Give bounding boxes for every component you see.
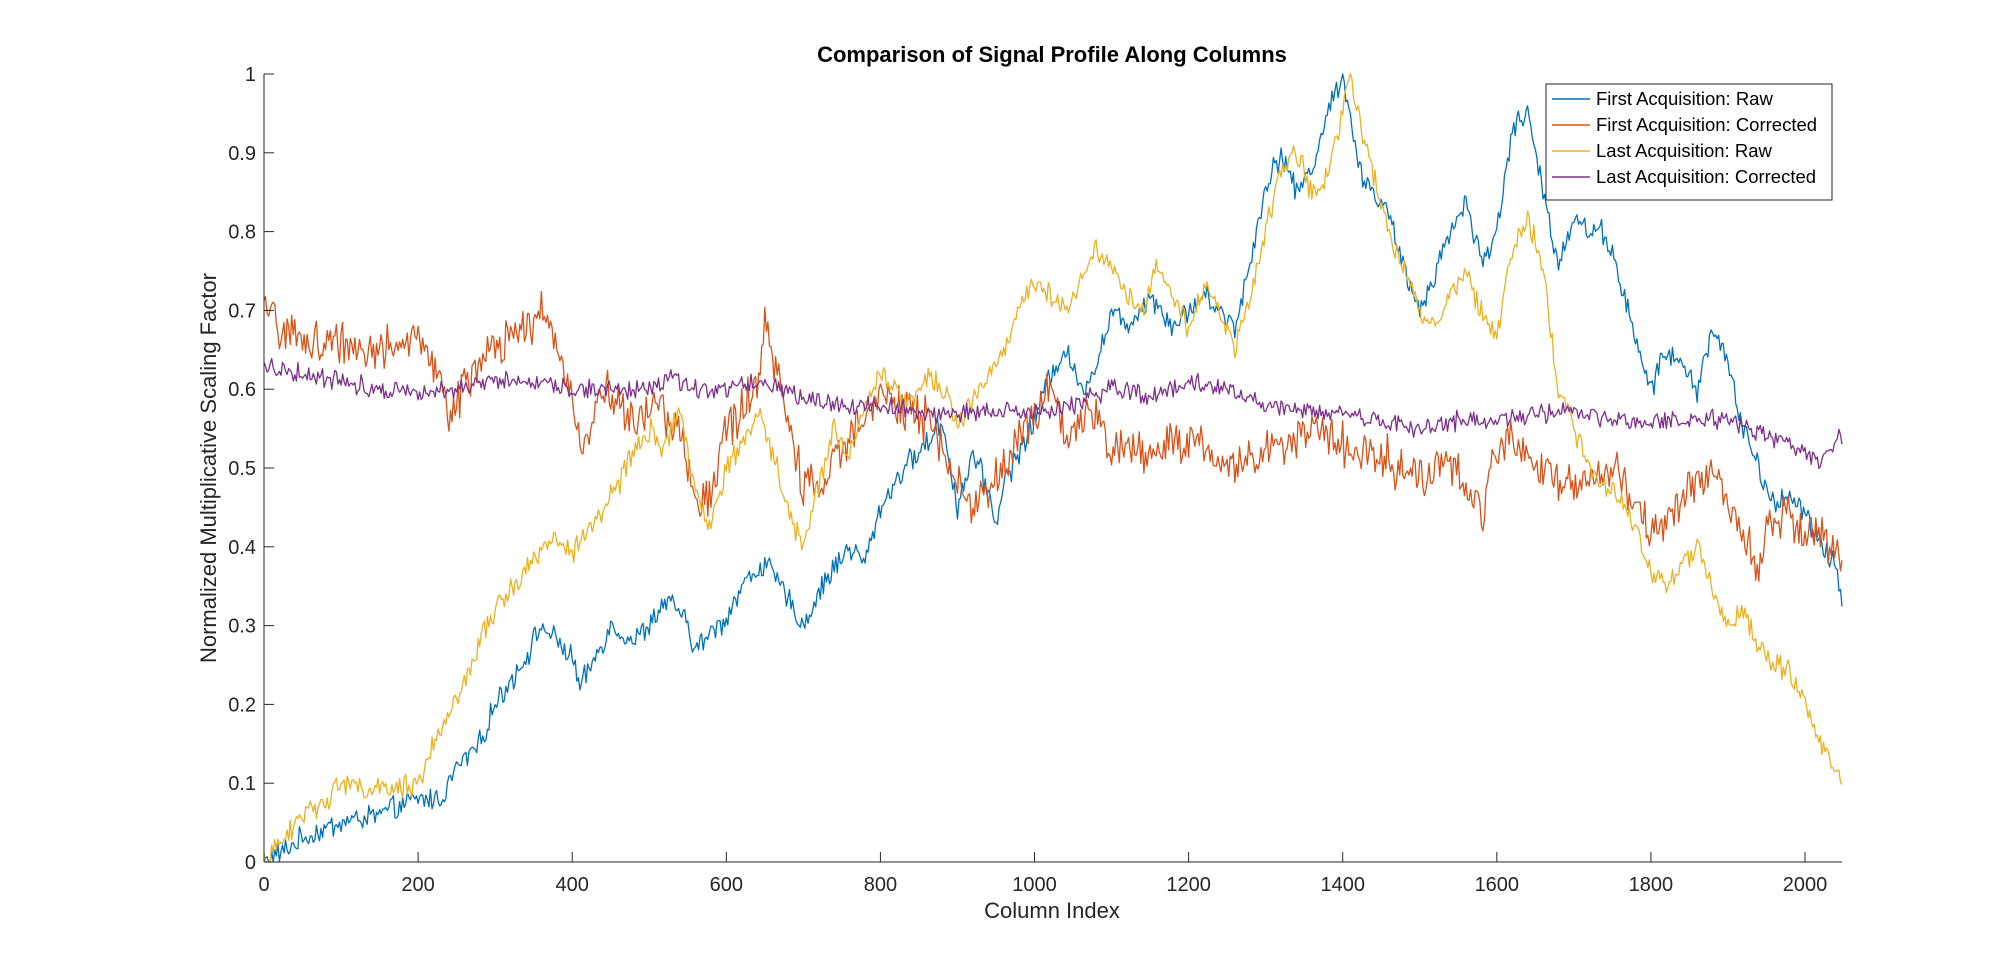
y-tick-label: 0.8 <box>228 222 256 244</box>
chart-title: Comparison of Signal Profile Along Colum… <box>817 42 1287 67</box>
y-tick-label: 0.2 <box>228 694 256 716</box>
y-tick-label: 0.3 <box>228 616 256 638</box>
x-tick-label: 1400 <box>1320 874 1365 896</box>
legend-label: Last Acquisition: Raw <box>1596 140 1772 161</box>
x-axis-title: Column Index <box>984 898 1120 923</box>
series-line-2 <box>263 290 1843 582</box>
y-tick-label: 0.7 <box>228 300 256 322</box>
x-tick-label: 400 <box>556 874 589 896</box>
series-line-3 <box>263 73 1843 863</box>
x-tick-label: 1800 <box>1629 874 1674 896</box>
plot-area <box>264 74 1842 862</box>
x-tick-label: 200 <box>401 874 434 896</box>
y-tick-label: 0.5 <box>228 458 256 480</box>
legend-label: Last Acquisition: Corrected <box>1596 166 1816 187</box>
x-tick-label: 1600 <box>1475 874 1520 896</box>
y-tick-label: 0.9 <box>228 143 256 165</box>
x-tick-label: 800 <box>864 874 897 896</box>
legend-box <box>1545 83 1833 201</box>
y-tick-label: 0.6 <box>228 379 256 401</box>
series-line-1 <box>263 73 1843 863</box>
legend-label: First Acquisition: Corrected <box>1596 114 1817 135</box>
y-axis-title: Normalized Multiplicative Scaling Factor <box>196 273 221 663</box>
legend: First Acquisition: Raw First Acquisition:… <box>1545 83 1833 201</box>
x-tick-label: 1000 <box>1012 874 1057 896</box>
y-tick-label: 0.4 <box>228 537 256 559</box>
x-tick-label: 600 <box>710 874 743 896</box>
legend-label: First Acquisition: Raw <box>1596 88 1773 109</box>
x-tick-label: 1200 <box>1166 874 1211 896</box>
x-tick-label: 2000 <box>1783 874 1828 896</box>
series-layer <box>263 73 1843 863</box>
y-tick-label: 0.1 <box>228 773 256 795</box>
y-tick-label: 0 <box>245 852 256 874</box>
y-tick-label: 1 <box>245 64 256 86</box>
series-line-4 <box>263 357 1843 470</box>
axes-layer: 0 200 400 600 800 1000 1200 1400 1600 1800 2000 0 0.… <box>228 64 1842 896</box>
x-tick-label: 0 <box>258 874 269 896</box>
